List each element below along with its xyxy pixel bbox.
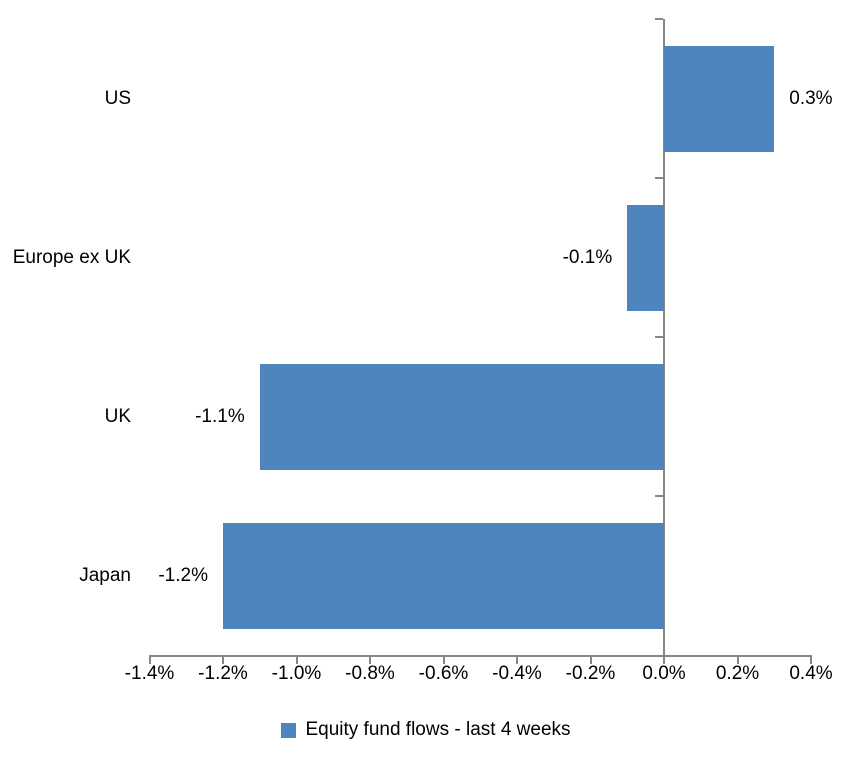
legend-label: Equity fund flows - last 4 weeks (305, 719, 571, 740)
axis-tick-mark (655, 336, 663, 338)
axis-tick-mark (295, 655, 298, 664)
axis-tick-mark (442, 655, 445, 664)
axis-tick-mark (655, 177, 663, 179)
data-label: -1.2% (158, 564, 208, 586)
axis-tick-mark (589, 655, 592, 664)
x-axis-tick-label: -1.4% (124, 663, 175, 684)
x-axis-tick-label: 0.2% (715, 663, 760, 684)
bar (259, 363, 664, 470)
axis-tick-mark (369, 655, 371, 664)
axis-tick-mark (222, 655, 224, 664)
x-axis-tick-label: -1.0% (271, 663, 322, 684)
axis-tick-mark (736, 655, 739, 664)
category-axis-line (663, 19, 665, 655)
bar (664, 45, 775, 152)
axis-tick-mark (516, 655, 518, 664)
bar (627, 204, 664, 311)
axis-tick-mark (663, 655, 665, 664)
axis-tick-mark (148, 655, 151, 664)
x-axis-tick-label: -0.6% (418, 663, 469, 684)
x-axis-tick-label: -0.8% (345, 663, 395, 684)
x-axis-tick-label: 0.0% (642, 663, 686, 684)
data-label: 0.3% (789, 87, 833, 109)
axis-tick-mark (655, 495, 663, 497)
legend: Equity fund flows - last 4 weeks (0, 716, 852, 744)
value-axis-line (148, 655, 812, 657)
x-axis-tick-label: 0.4% (789, 663, 833, 684)
axis-tick-mark (655, 18, 663, 20)
category-label: US (104, 87, 131, 109)
bar (223, 522, 664, 629)
x-axis-tick-label: -1.2% (198, 663, 248, 684)
data-label: -0.1% (562, 246, 613, 268)
x-axis-tick-label: -0.4% (492, 663, 542, 684)
category-label: UK (104, 405, 131, 427)
data-label: -1.1% (195, 405, 245, 427)
legend-marker-icon (281, 722, 297, 738)
x-axis-tick-label: -0.2% (565, 663, 616, 684)
category-label: Europe ex UK (12, 246, 131, 268)
axis-tick-mark (810, 655, 812, 664)
category-label: Japan (79, 564, 131, 586)
